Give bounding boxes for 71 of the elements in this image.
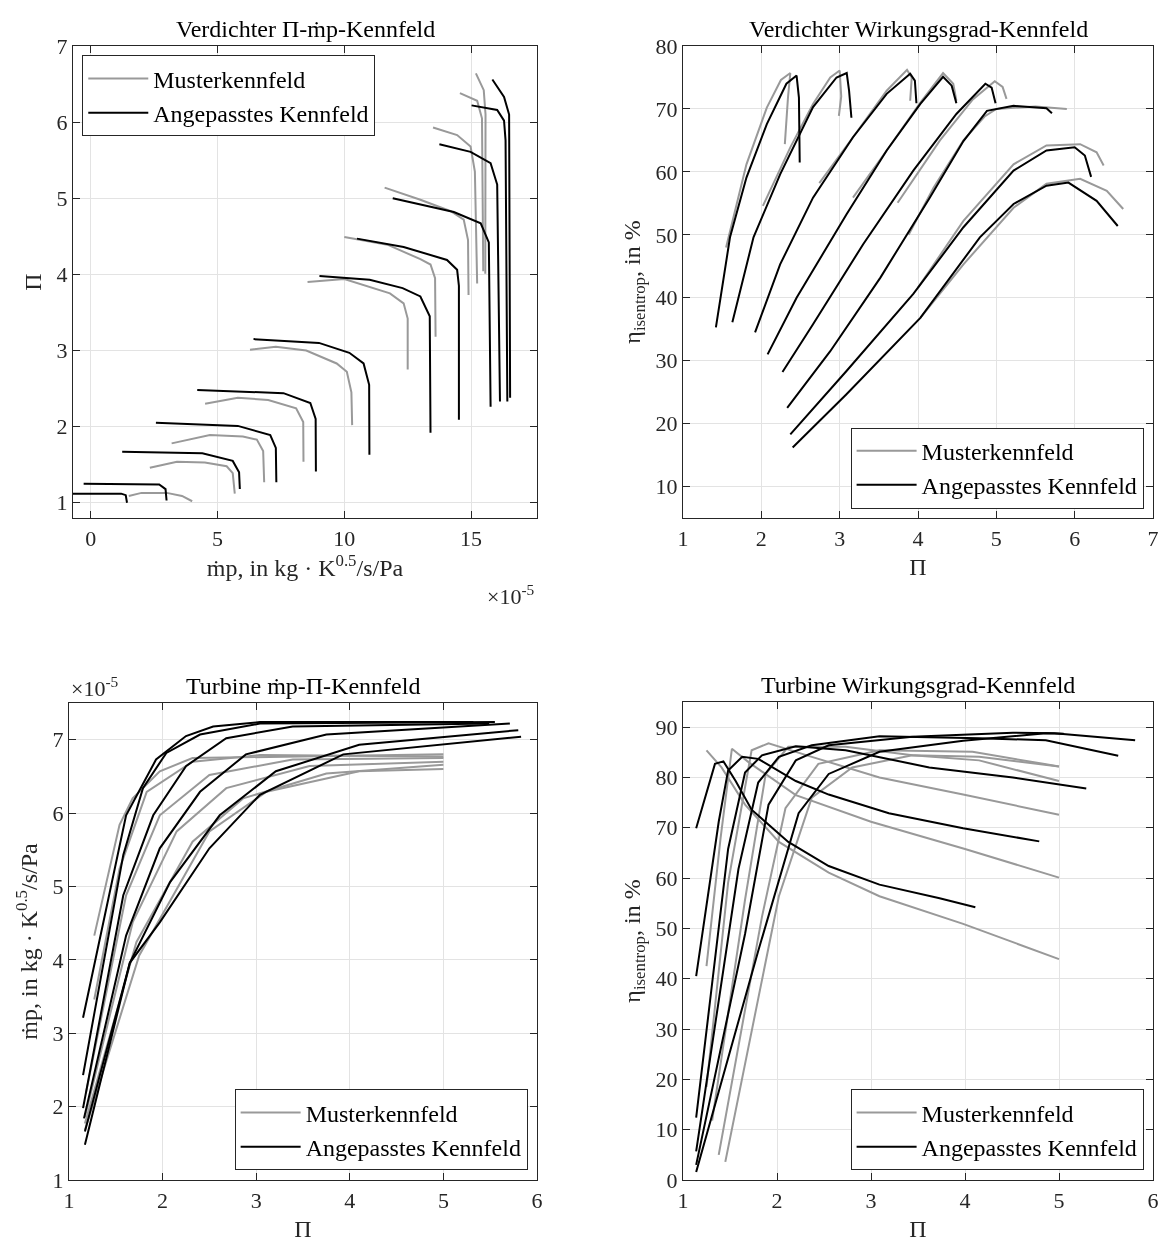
x-tick-label: 3: [865, 1187, 877, 1213]
y-tick-label: 1: [56, 490, 68, 516]
y-tick-label: 70: [655, 815, 678, 841]
x-axis-title: Π: [909, 1215, 927, 1242]
y-tick-label: 50: [655, 222, 678, 248]
x-tick-label: 3: [834, 525, 846, 551]
x-tick-label: 6: [1069, 525, 1081, 551]
legend-label: Angepasstes Kennfeld: [921, 473, 1137, 500]
legend-label: Angepasstes Kennfeld: [921, 1135, 1137, 1162]
x-tick-label: 5: [212, 525, 224, 551]
y-tick-label: 40: [655, 966, 678, 992]
y-tick-label: 80: [655, 765, 678, 791]
y-tick-label: 3: [52, 1020, 64, 1046]
y-tick-label: 5: [52, 874, 64, 900]
text: ×10$^{-5}$: [487, 581, 535, 610]
x-tick-label: 5: [1053, 1187, 1065, 1213]
legend-label: Angepasstes Kennfeld: [153, 101, 369, 128]
y-tick-label: 60: [655, 865, 678, 891]
x-tick-label: 0: [85, 525, 97, 551]
y-tick-label: 7: [56, 33, 68, 59]
y-tick-label: 30: [655, 348, 678, 374]
x-tick-label: 4: [344, 1187, 356, 1213]
x-tick-label: 4: [959, 1187, 971, 1213]
chart-title: Verdichter Wirkungsgrad-Kennfeld: [749, 16, 1089, 42]
legend-label: Musterkennfeld: [305, 1100, 458, 1127]
y-tick-label: 6: [56, 109, 68, 135]
legend-label: Angepasstes Kennfeld: [305, 1135, 521, 1162]
y-tick-label: 0: [666, 1167, 678, 1193]
y-tick-label: 70: [655, 96, 678, 122]
y-tick-label: 50: [655, 916, 678, 942]
x-tick-label: 2: [157, 1187, 169, 1213]
y-tick-label: 3: [56, 338, 68, 364]
x-axis-title: Π: [294, 1215, 312, 1242]
y-tick-label: 2: [56, 414, 68, 440]
y-tick-label: 1: [52, 1167, 64, 1193]
x-axis-title: Π: [909, 553, 927, 580]
x-tick-label: 5: [990, 525, 1002, 551]
chart-title: Turbine Wirkungsgrad-Kennfeld: [761, 672, 1076, 698]
y-tick-label: 10: [655, 1117, 678, 1143]
y-tick-label: 60: [655, 159, 678, 185]
x-tick-label: 15: [460, 525, 483, 551]
x-tick-label: 3: [250, 1187, 262, 1213]
text: ×10$^{-5}$: [71, 673, 119, 702]
y-tick-label: 2: [52, 1094, 64, 1120]
x-tick-label: 2: [771, 1187, 783, 1213]
x-tick-label: 10: [333, 525, 356, 551]
y-tick-label: 6: [52, 800, 64, 826]
y-tick-label: 90: [655, 714, 678, 740]
x-tick-label: 5: [437, 1187, 449, 1213]
y-tick-label: 10: [655, 474, 678, 500]
legend-label: Musterkennfeld: [153, 66, 306, 93]
y-tick-label: 4: [52, 947, 64, 973]
y-tick-label: 80: [655, 33, 678, 59]
y-axis-title: Π: [19, 273, 46, 291]
y-tick-label: 4: [56, 262, 68, 288]
x-tick-label: 4: [912, 525, 924, 551]
y-tick-label: 7: [52, 727, 64, 753]
y-tick-label: 5: [56, 185, 68, 211]
y-tick-label: 30: [655, 1016, 678, 1042]
legend-label: Musterkennfeld: [921, 1100, 1074, 1127]
x-tick-label: 6: [1147, 1187, 1159, 1213]
chart-title: Turbine ṁp-Π-Kennfeld: [186, 673, 421, 699]
x-tick-label: 7: [1147, 525, 1159, 551]
legend-label: Musterkennfeld: [921, 439, 1074, 466]
chart-title: Verdichter Π-ṁp-Kennfeld: [176, 16, 436, 42]
y-tick-label: 20: [655, 411, 678, 437]
x-tick-label: 6: [531, 1187, 543, 1213]
x-tick-label: 2: [755, 525, 767, 551]
y-tick-label: 40: [655, 285, 678, 311]
x-axis-title: ṁp, in kg · K$^{0.5}$/s/Pa: [206, 550, 404, 581]
y-tick-label: 20: [655, 1067, 678, 1093]
